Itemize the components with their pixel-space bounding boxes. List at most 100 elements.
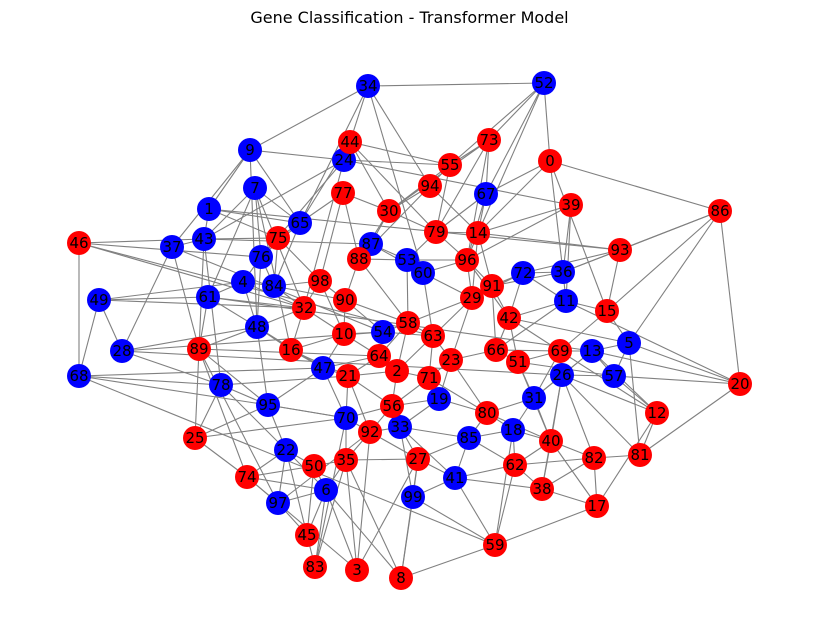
node-circle-83	[303, 555, 327, 579]
node-label-82: 82	[584, 449, 603, 467]
node-label-27: 27	[408, 450, 427, 468]
node-circle-57	[602, 364, 626, 388]
node-label-11: 11	[556, 292, 575, 310]
node-99: 99	[401, 485, 425, 509]
node-circle-68	[67, 364, 91, 388]
edge-11-66	[495, 300, 567, 351]
node-label-15: 15	[597, 302, 616, 320]
node-label-17: 17	[587, 497, 606, 515]
edge-12-26	[561, 374, 658, 414]
node-83: 83	[303, 555, 327, 579]
node-85: 85	[457, 426, 481, 450]
edge-49-61	[98, 296, 209, 301]
node-70: 70	[334, 406, 358, 430]
node-label-78: 78	[211, 376, 230, 394]
node-circle-65	[288, 211, 312, 235]
edge-88-58	[358, 258, 409, 324]
edge-0-15	[549, 160, 608, 312]
node-69: 69	[548, 339, 572, 363]
node-circle-55	[438, 153, 462, 177]
node-label-95: 95	[258, 396, 277, 414]
node-72: 72	[511, 261, 535, 285]
edge-44-55	[349, 141, 451, 166]
node-label-0: 0	[545, 152, 555, 170]
node-label-10: 10	[334, 325, 353, 343]
node-84: 84	[262, 274, 286, 298]
node-circle-40	[539, 429, 563, 453]
node-89: 89	[187, 337, 211, 361]
node-5: 5	[617, 331, 641, 355]
node-circle-5	[617, 331, 641, 355]
node-31: 31	[522, 386, 546, 410]
edge-8-6	[325, 489, 402, 579]
node-40: 40	[539, 429, 563, 453]
edge-68-47	[78, 367, 324, 377]
node-circle-10	[332, 322, 356, 346]
node-circle-23	[439, 348, 463, 372]
node-label-23: 23	[441, 351, 460, 369]
node-label-18: 18	[503, 421, 522, 439]
node-57: 57	[602, 364, 626, 388]
node-label-13: 13	[582, 342, 601, 360]
node-circle-72	[511, 261, 535, 285]
edge-59-17	[494, 505, 598, 546]
node-label-47: 47	[313, 359, 332, 377]
edge-3-35	[345, 459, 358, 571]
node-circle-52	[532, 71, 556, 95]
edge-3-6	[325, 489, 358, 571]
node-circle-38	[530, 477, 554, 501]
node-circle-47	[311, 356, 335, 380]
edge-52-0	[543, 82, 551, 162]
node-label-65: 65	[290, 214, 309, 232]
node-label-99: 99	[403, 488, 422, 506]
node-2: 2	[385, 359, 409, 383]
node-circle-28	[110, 339, 134, 363]
node-circle-45	[295, 523, 319, 547]
edge-77-98	[319, 192, 344, 282]
node-circle-44	[338, 130, 362, 154]
node-circle-19	[427, 387, 451, 411]
node-13: 13	[580, 339, 604, 363]
edge-5-42	[508, 317, 630, 344]
node-label-4: 4	[238, 273, 248, 291]
node-47: 47	[311, 356, 335, 380]
node-50: 50	[302, 454, 326, 478]
node-15: 15	[595, 299, 619, 323]
edge-39-11	[565, 204, 572, 302]
node-label-55: 55	[440, 156, 459, 174]
node-96: 96	[455, 248, 479, 272]
edge-93-72	[522, 249, 621, 274]
edge-34-94	[367, 85, 431, 187]
edge-62-82	[514, 457, 595, 466]
edge-34-9	[249, 85, 369, 151]
node-0: 0	[538, 149, 562, 173]
node-label-37: 37	[162, 238, 181, 256]
edge-81-26	[561, 374, 641, 456]
node-layer: 0123456789101112131415161718192021222324…	[67, 71, 752, 590]
node-label-52: 52	[534, 74, 553, 92]
edge-52-14	[477, 82, 545, 234]
edge-12-13	[591, 350, 658, 414]
edge-44-79	[349, 141, 437, 233]
node-37: 37	[160, 235, 184, 259]
node-66: 66	[484, 338, 508, 362]
node-33: 33	[388, 415, 412, 439]
node-circle-50	[302, 454, 326, 478]
node-circle-56	[380, 394, 404, 418]
node-77: 77	[331, 181, 355, 205]
node-23: 23	[439, 348, 463, 372]
node-circle-26	[550, 363, 574, 387]
edge-20-11	[565, 300, 741, 385]
node-circle-54	[371, 320, 395, 344]
node-67: 67	[474, 182, 498, 206]
node-circle-98	[308, 269, 332, 293]
node-label-89: 89	[189, 340, 208, 358]
edge-59-62	[494, 464, 516, 546]
edge-34-52	[367, 82, 545, 87]
node-label-66: 66	[486, 341, 505, 359]
node-label-40: 40	[541, 432, 560, 450]
node-label-33: 33	[390, 418, 409, 436]
edge-17-12	[596, 412, 658, 507]
node-label-51: 51	[508, 353, 527, 371]
